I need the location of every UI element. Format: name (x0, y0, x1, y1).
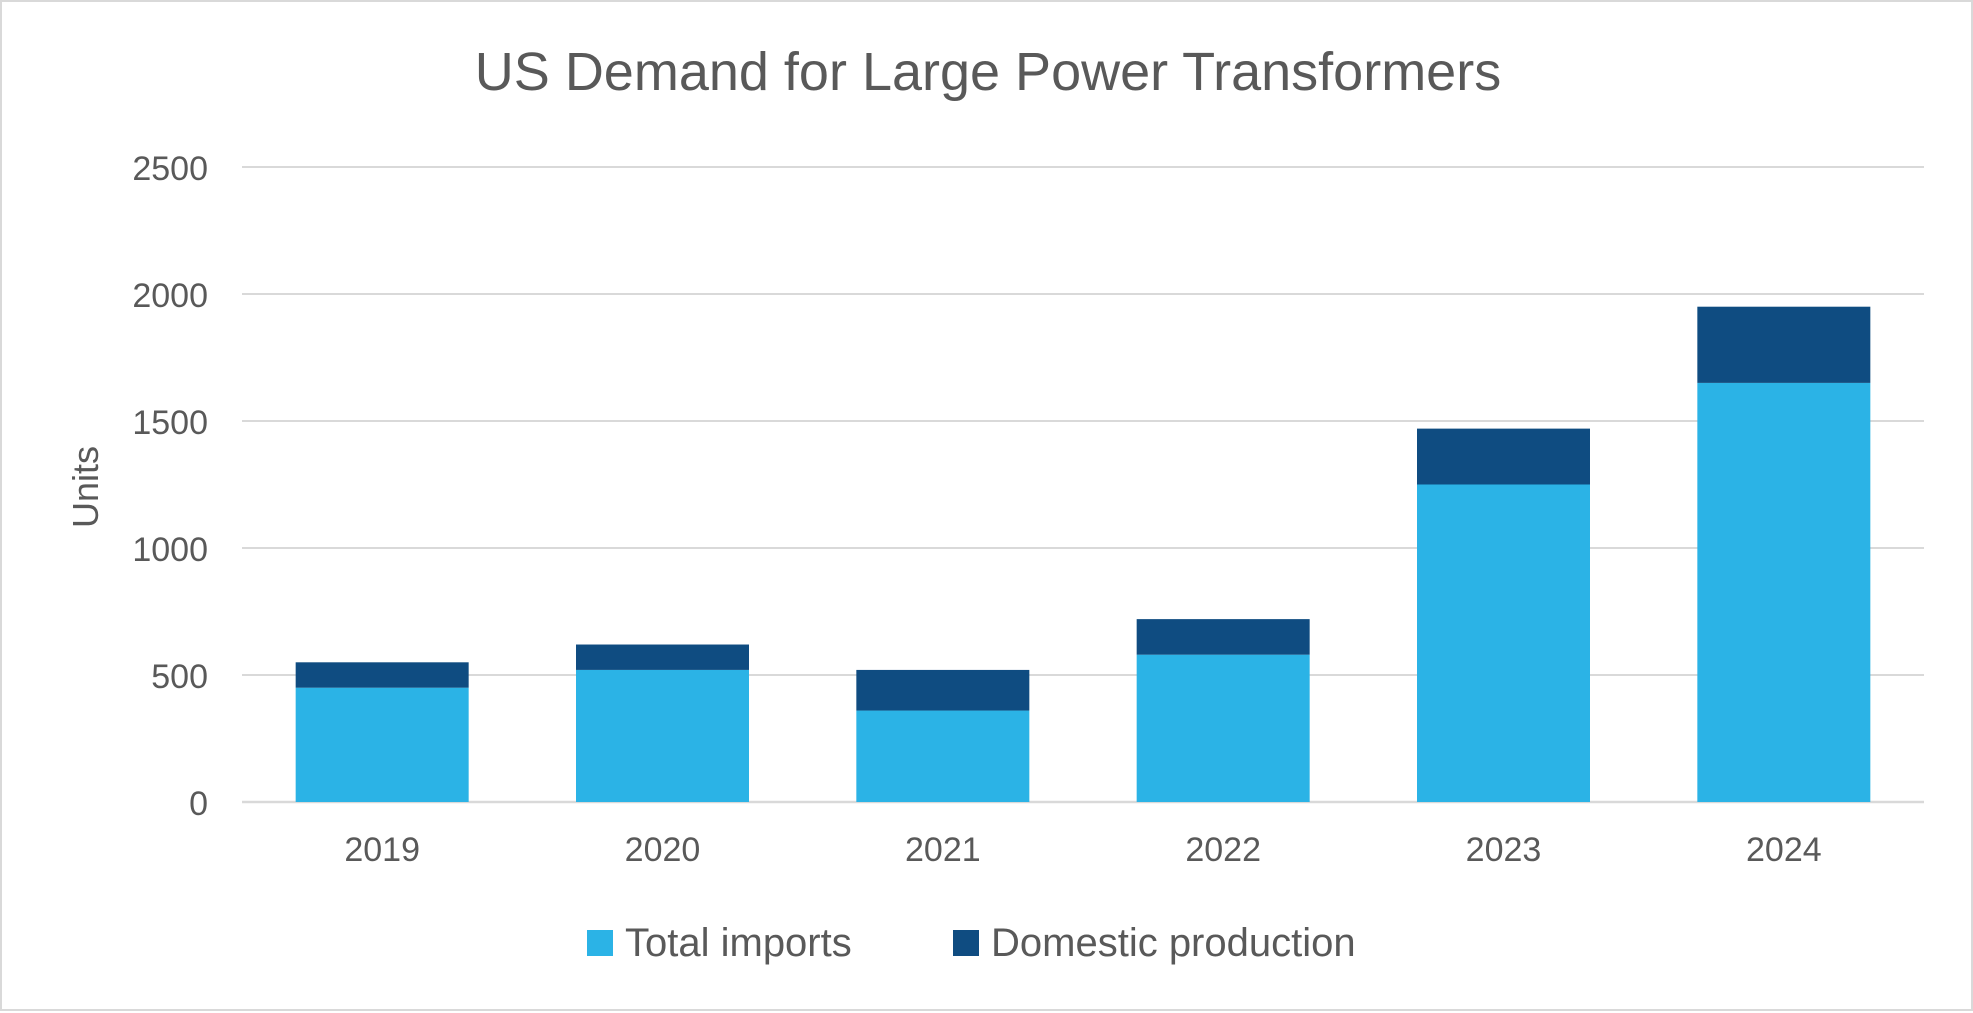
bar-domestic-production-2019 (295, 662, 469, 688)
legend-label-total-imports: Total imports (625, 921, 852, 965)
legend-swatch-total-imports (587, 930, 613, 956)
bar-total-imports-2023 (1417, 484, 1590, 802)
bar-domestic-production-2022 (1136, 619, 1310, 655)
y-tick-label: 1000 (132, 531, 208, 569)
gridlines (242, 166, 1924, 804)
chart-title: US Demand for Large Power Transformers (475, 42, 1501, 102)
y-tick-label: 0 (189, 785, 208, 823)
x-axis-ticks: 2019 2020 2021 2022 2023 2024 (344, 831, 1821, 869)
bar-domestic-production-2024 (1697, 306, 1871, 383)
y-tick-label: 1500 (132, 404, 208, 442)
x-tick-label-2024: 2024 (1746, 831, 1822, 869)
bar-domestic-production-2023 (1417, 428, 1590, 485)
x-tick-label-2020: 2020 (625, 831, 701, 869)
y-tick-label: 2500 (132, 150, 208, 188)
x-tick-label-2022: 2022 (1185, 831, 1261, 869)
bar-domestic-production-2021 (856, 669, 1030, 711)
y-tick-label: 2000 (132, 277, 208, 315)
y-axis-ticks: 0 500 1000 1500 2000 2500 (132, 150, 208, 823)
y-tick-label: 500 (151, 658, 208, 696)
bar-total-imports-2020 (576, 669, 749, 802)
legend: Total imports Domestic production (587, 921, 1356, 965)
bar-total-imports-2021 (856, 710, 1030, 802)
legend-label-domestic-production: Domestic production (991, 921, 1356, 965)
y-axis-label: Units (65, 446, 106, 528)
x-tick-label-2021: 2021 (905, 831, 981, 869)
bar-total-imports-2024 (1697, 382, 1871, 802)
bar-total-imports-2022 (1136, 654, 1310, 802)
x-tick-label-2019: 2019 (344, 831, 420, 869)
legend-swatch-domestic-production (953, 930, 979, 956)
bars (295, 306, 1871, 802)
bar-total-imports-2019 (295, 687, 469, 802)
bar-domestic-production-2020 (576, 644, 749, 670)
x-tick-label-2023: 2023 (1466, 831, 1542, 869)
